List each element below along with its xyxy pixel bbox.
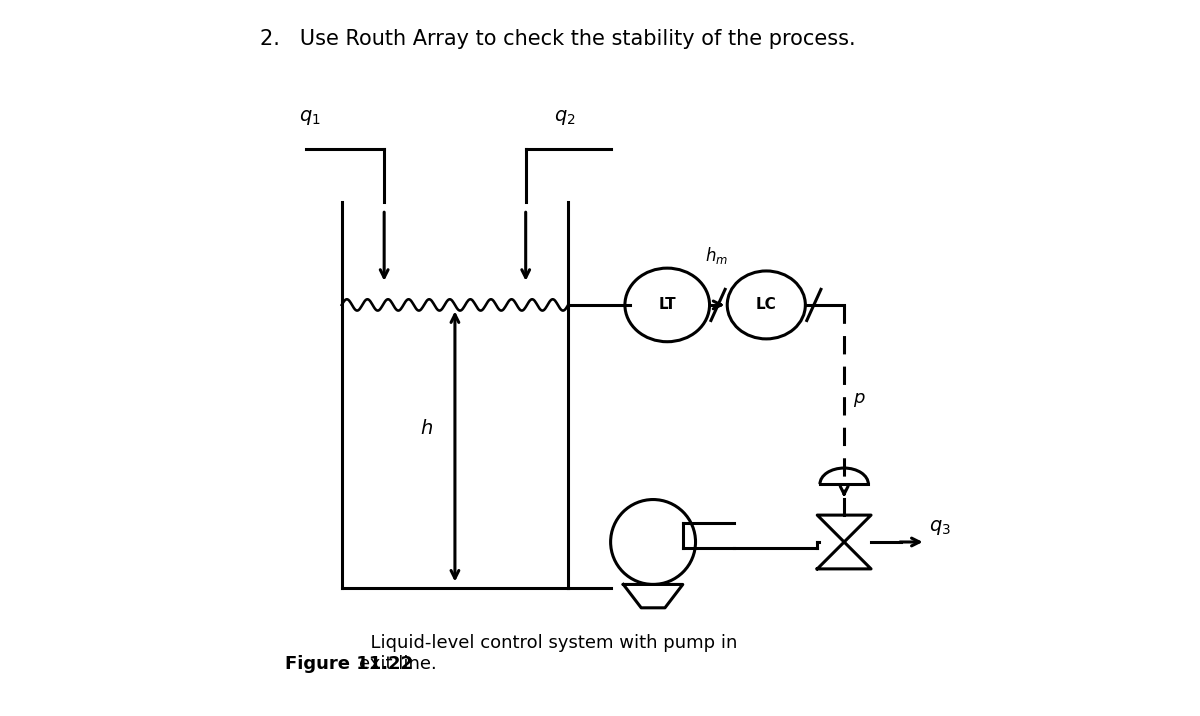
Text: LC: LC [756, 297, 776, 312]
Text: 2.   Use Routh Array to check the stability of the process.: 2. Use Routh Array to check the stabilit… [260, 29, 856, 49]
Text: $h_m$: $h_m$ [706, 245, 728, 266]
Text: $p$: $p$ [853, 392, 866, 410]
Text: $q_3$: $q_3$ [929, 518, 950, 537]
Text: Liquid-level control system with pump in
exit line.: Liquid-level control system with pump in… [359, 634, 738, 673]
Text: $q_2$: $q_2$ [554, 108, 576, 127]
Text: $q_1$: $q_1$ [299, 108, 320, 127]
Text: $h$: $h$ [420, 420, 433, 438]
Text: Figure 11.22: Figure 11.22 [286, 655, 413, 673]
Text: LT: LT [659, 297, 676, 312]
